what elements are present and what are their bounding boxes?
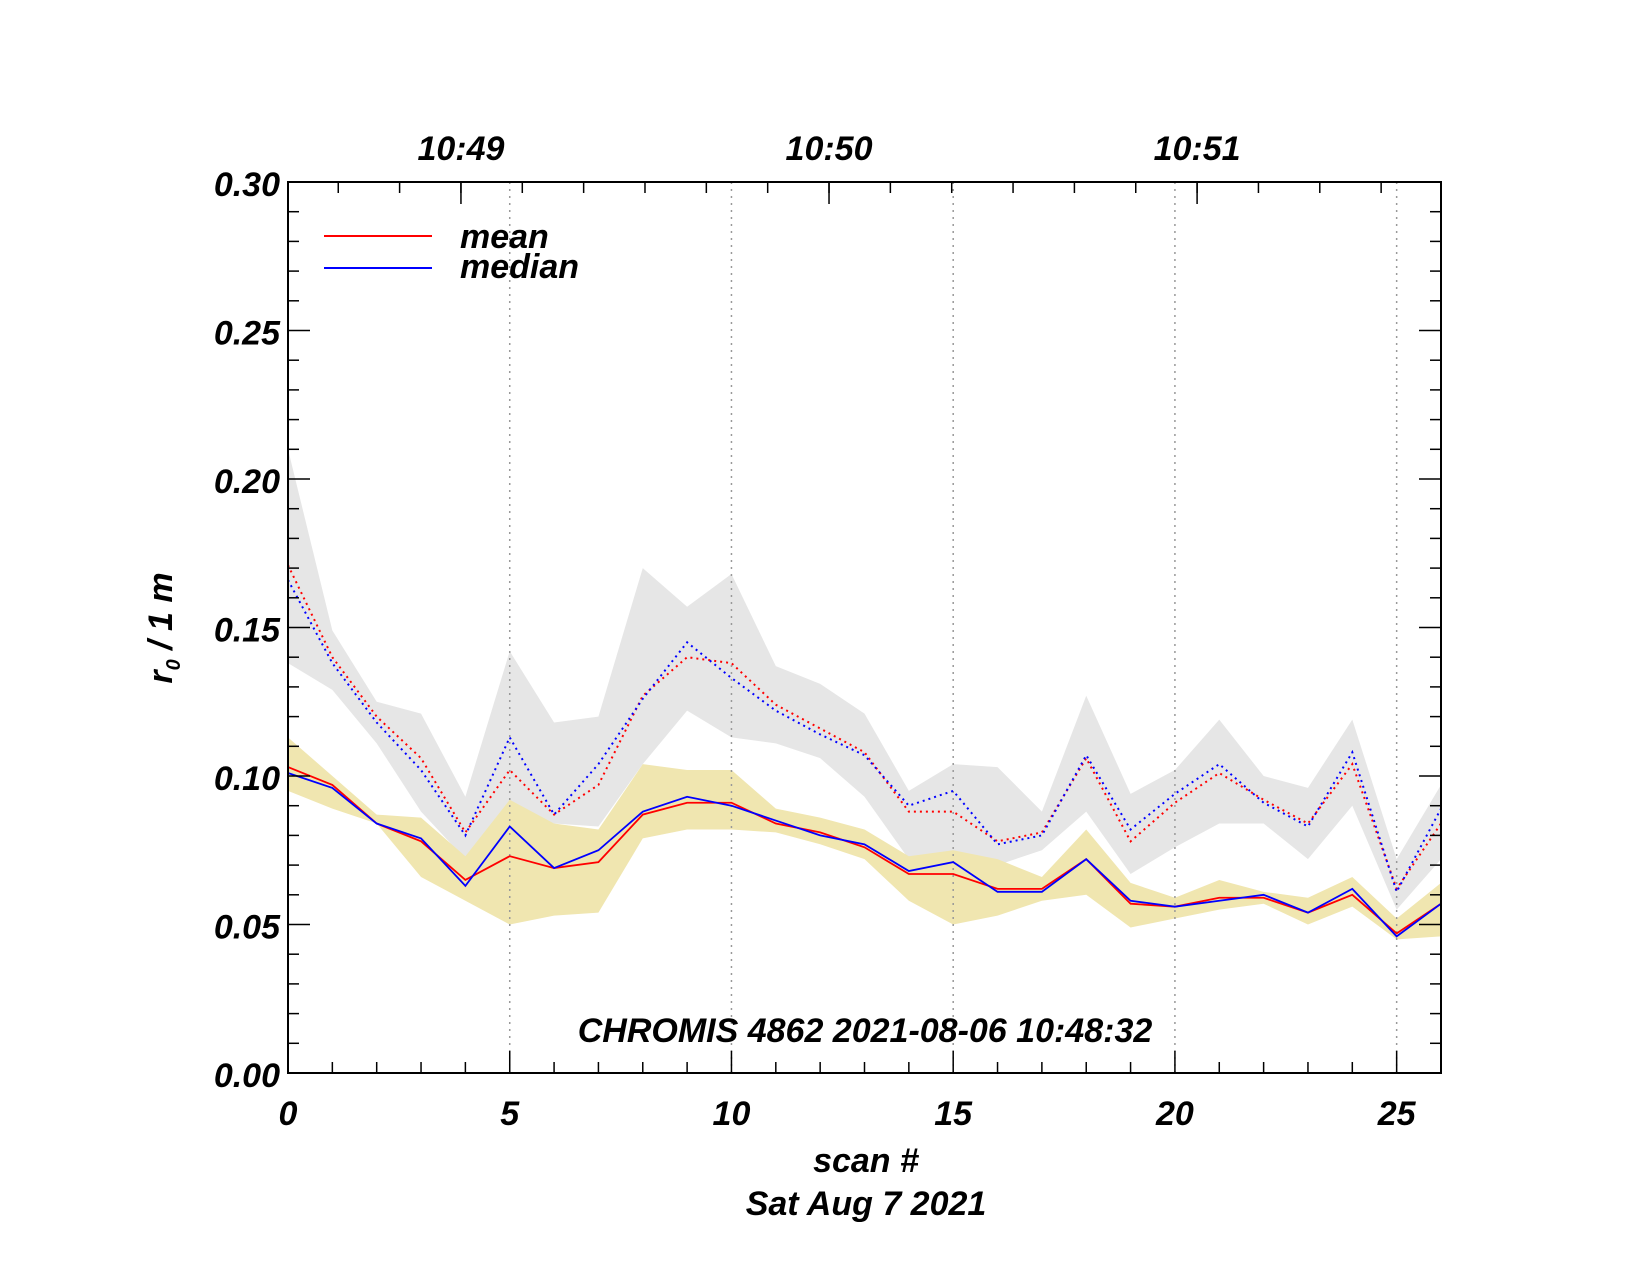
legend-median-label: median [460,248,579,286]
y-tick-label: 0.05 [214,909,281,947]
legend: mean median [324,218,579,286]
y-tick-label: 0.30 [214,166,280,204]
y-tick-label: 0.00 [214,1057,280,1095]
x-tick-label: 5 [500,1095,520,1133]
frame-layer [287,181,1442,1074]
y-tick-label: 0.15 [214,612,281,650]
x-axis-subtitle: Sat Aug 7 2021 [746,1185,987,1223]
x-tick-label: 25 [1377,1095,1417,1133]
labels-layer: 0.00 0.05 0.10 0.15 0.20 0.25 0.30 0 5 10 15 20 25 10… [214,130,1417,1133]
top-time-label: 10:51 [1154,130,1241,168]
y-axis-title-subscript: 0 [163,659,185,670]
y-axis-title-rest: / 1 m [142,572,180,659]
band-lower-band [288,737,1441,940]
x-tick-label: 10 [713,1095,751,1133]
ticks-layer [287,181,1442,1074]
series-line-0 [287,766,1442,935]
x-axis-title: scan # [813,1142,919,1180]
y-axis-title: r0 / 1 m [142,572,185,683]
y-axis-title-main: r [142,669,180,684]
x-tick-label: 20 [1155,1095,1194,1133]
chart-annotation: CHROMIS 4862 2021-08-06 10:48:32 [578,1012,1153,1050]
x-tick-label: 15 [934,1095,973,1133]
y-tick-label: 0.25 [214,315,281,353]
y-tick-label: 0.10 [214,760,280,798]
lines-layer [287,564,1442,938]
y-tick-label: 0.20 [214,463,280,501]
grid-layer [508,182,1398,1073]
x-tick-label: 0 [279,1095,298,1133]
svg-text:r0 / 1 m: r0 / 1 m [142,572,185,683]
top-time-label: 10:49 [417,130,504,168]
series-line-1 [287,772,1442,938]
top-time-label: 10:50 [786,130,873,168]
series-line-3 [287,579,1442,895]
plot-frame [287,181,1442,1074]
series-line-2 [287,564,1442,892]
bands-layer [288,449,1441,940]
legend-mean-label: mean [460,218,549,256]
band-upper-band [288,449,1441,910]
